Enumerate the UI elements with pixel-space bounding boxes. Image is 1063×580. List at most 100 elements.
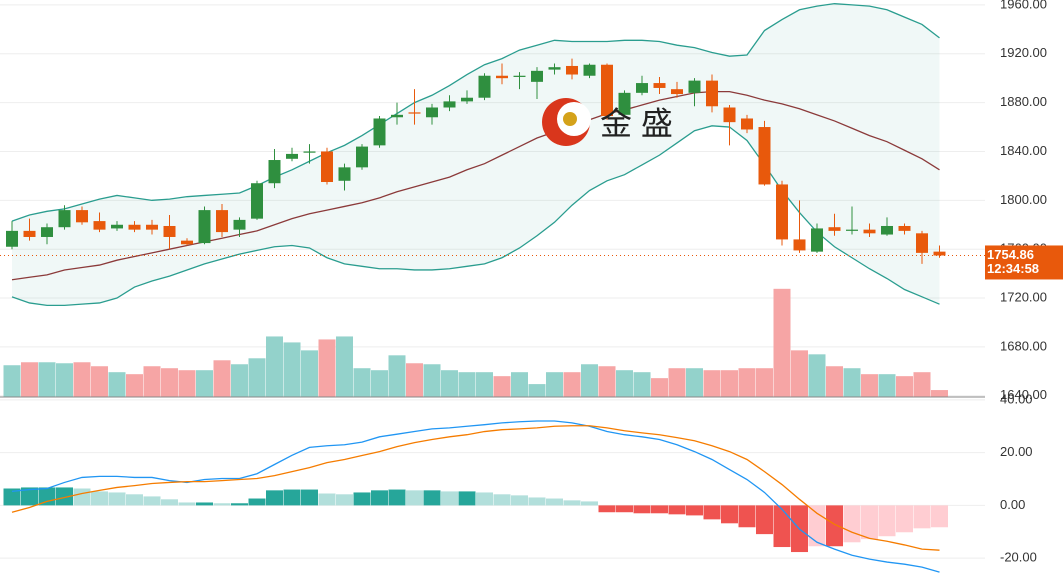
histogram-bar	[738, 505, 756, 528]
candle-body	[548, 67, 561, 70]
y-tick-label: 1840.00	[1000, 143, 1047, 158]
candle-body	[93, 221, 106, 230]
candle-body	[41, 227, 53, 237]
volume-bar	[73, 362, 91, 397]
countdown-label: 12:34:58	[987, 261, 1039, 276]
volume-bar	[213, 360, 231, 397]
volume-bar	[913, 372, 931, 397]
histogram-bar	[38, 487, 56, 506]
y-tick-label: 1680.00	[1000, 338, 1047, 353]
histogram-bar	[476, 492, 493, 506]
volume-bar	[703, 370, 721, 397]
histogram-bar	[458, 491, 476, 506]
histogram-bar	[896, 505, 913, 533]
volume-bar	[248, 358, 266, 397]
y-tick-label: 1920.00	[1000, 45, 1047, 60]
volume-bar	[773, 288, 791, 397]
candle-body	[443, 101, 456, 108]
candle-body	[566, 65, 578, 75]
volume-bar	[458, 372, 476, 397]
volume-bar	[721, 370, 738, 397]
candle-body	[618, 92, 631, 115]
candle-body	[513, 75, 526, 77]
candle-body	[286, 153, 298, 159]
candle-body	[793, 239, 806, 251]
histogram-bar	[878, 505, 896, 537]
volume-bar	[38, 362, 56, 397]
histogram-bar	[581, 501, 598, 506]
histogram-bar	[196, 502, 213, 506]
y-tick-label: 20.00	[1000, 444, 1033, 459]
histogram-bar	[686, 505, 703, 516]
volume-bar	[598, 366, 616, 397]
candle-body	[933, 251, 946, 256]
histogram-bar	[668, 505, 686, 515]
candle-body	[268, 160, 281, 184]
histogram-bar	[126, 494, 143, 506]
candle-body	[653, 83, 666, 88]
histogram-bar	[178, 502, 196, 506]
volume-bar	[861, 374, 878, 397]
histogram-bar	[546, 498, 563, 506]
y-tick-label: 1880.00	[1000, 94, 1047, 109]
volume-bar	[633, 372, 651, 397]
band-area	[12, 3, 940, 306]
candle-body	[583, 64, 596, 76]
histogram-bar	[336, 494, 353, 506]
candle-body	[251, 183, 263, 219]
histogram-bar	[651, 505, 668, 514]
histogram-bar	[353, 492, 371, 506]
histogram-bar	[406, 490, 423, 506]
candle-body	[198, 210, 211, 244]
histogram-bar	[56, 487, 73, 506]
candle-body	[636, 83, 648, 93]
volume-bar	[143, 366, 161, 397]
histogram-bar	[511, 495, 528, 506]
histogram-bar	[161, 499, 178, 506]
candle-body	[391, 114, 403, 118]
volume-bar	[91, 366, 108, 397]
y-tick-label: 1640.00	[1000, 387, 1047, 402]
candle-body	[828, 227, 841, 231]
dif-line	[11, 420, 940, 573]
candle-body	[76, 210, 88, 223]
candle-body	[863, 229, 876, 234]
candle-body	[688, 80, 701, 93]
histogram-bar	[108, 492, 126, 506]
logo-dot	[563, 112, 577, 126]
volume-bar	[108, 372, 126, 397]
histogram-bar	[756, 505, 773, 535]
histogram-bar	[913, 505, 931, 529]
candle-body	[846, 229, 858, 231]
histogram-bar	[843, 505, 861, 543]
histogram-bar	[21, 487, 38, 506]
volume-bar	[406, 363, 423, 397]
volume-bar	[826, 366, 843, 397]
volume-bar	[616, 370, 633, 397]
histogram-bar	[371, 490, 388, 506]
candle-body	[216, 210, 228, 233]
volume-bar	[668, 368, 686, 397]
y-tick-label: 0.00	[1000, 497, 1025, 512]
volume-bar	[56, 363, 73, 397]
volume-bar	[581, 364, 598, 397]
candle-body	[408, 112, 421, 114]
volume-bar	[546, 372, 563, 397]
histogram-bar	[73, 488, 91, 506]
candle-body	[163, 225, 176, 237]
histogram-bar	[231, 503, 248, 506]
candle-body	[671, 89, 683, 95]
histogram-bar	[318, 493, 336, 506]
volume-bar	[353, 368, 371, 397]
candle-body	[723, 107, 736, 123]
volume-bar	[878, 374, 896, 397]
candle-body	[356, 146, 368, 168]
candle-body	[916, 233, 928, 253]
histogram-bar	[703, 505, 721, 520]
histogram-bar	[493, 494, 511, 506]
volume-bar	[336, 336, 353, 397]
histogram-bar	[283, 489, 301, 506]
candle-body	[111, 224, 123, 229]
y-tick-label: 1800.00	[1000, 192, 1047, 207]
candle-body	[58, 210, 71, 228]
